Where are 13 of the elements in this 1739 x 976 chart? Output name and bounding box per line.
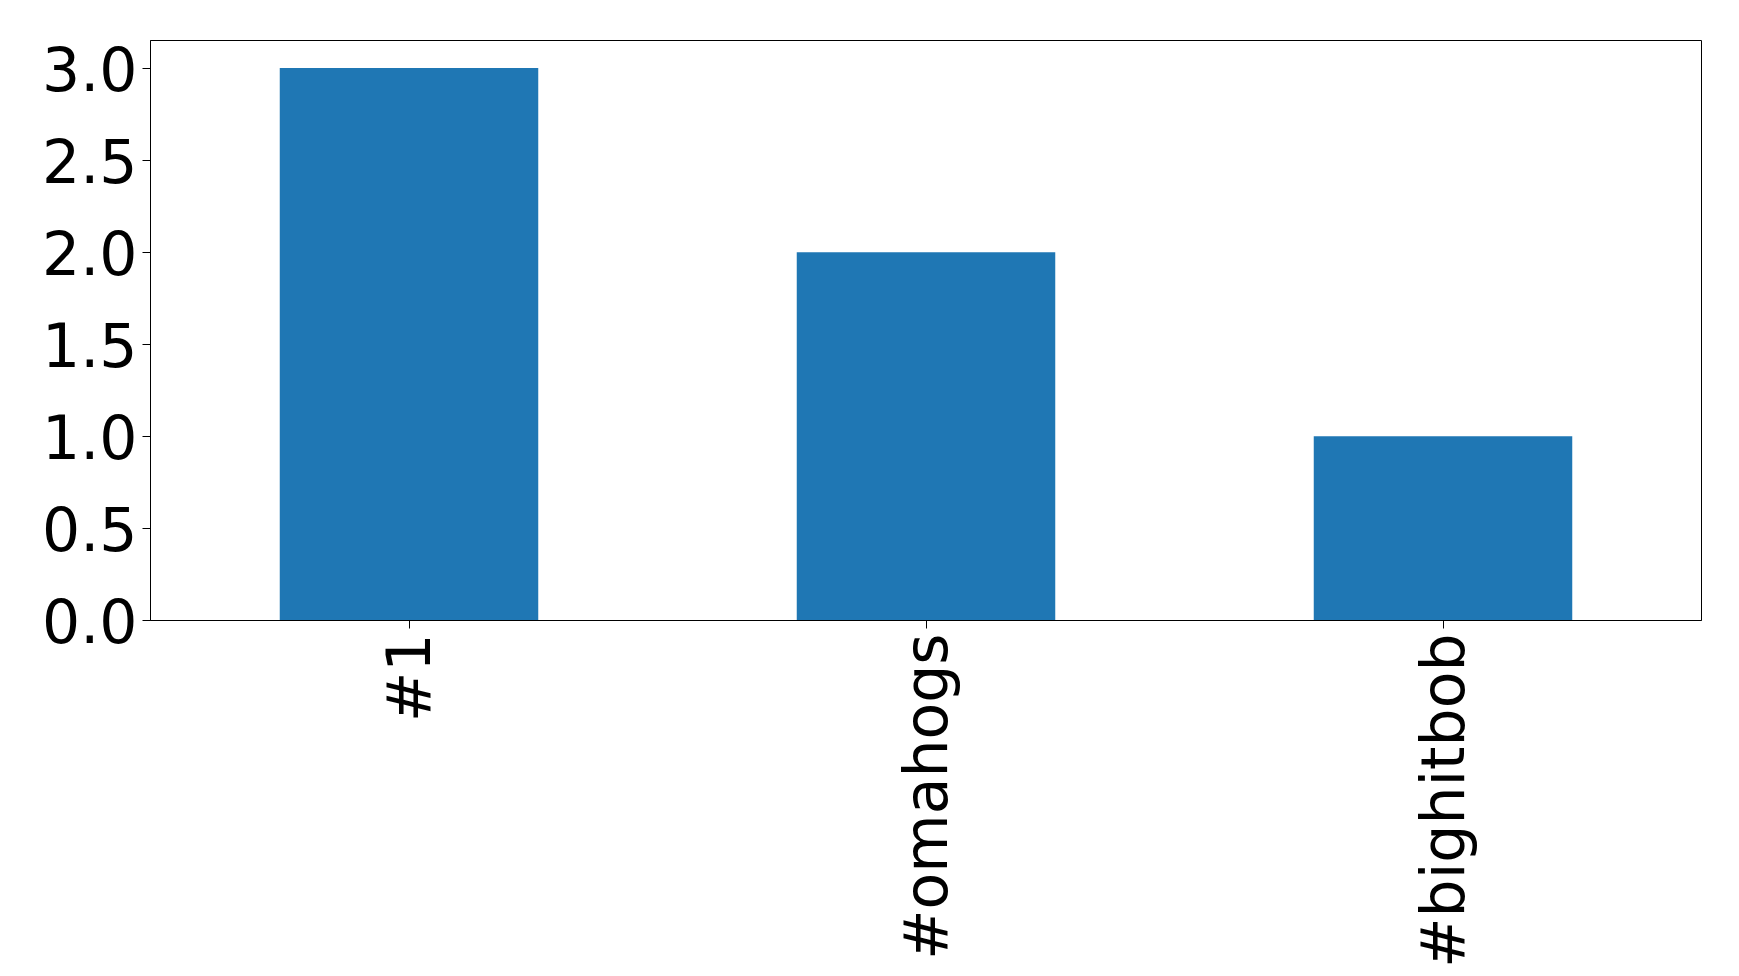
bar bbox=[796, 252, 1056, 621]
y-tick-label: 3.0 bbox=[42, 34, 138, 105]
y-tick-label: 2.5 bbox=[42, 126, 138, 197]
y-tick-label: 1.5 bbox=[42, 310, 138, 381]
y-tick-label: 0.0 bbox=[42, 587, 138, 657]
y-tick-label: 2.0 bbox=[42, 218, 138, 289]
x-tick-label: #1 bbox=[374, 633, 444, 722]
x-tick-label: #omahogs bbox=[891, 633, 961, 960]
y-tick-label: 1.0 bbox=[42, 402, 138, 473]
x-tick-label: #bighitbob bbox=[1408, 633, 1478, 968]
y-tick-label: 0.5 bbox=[42, 494, 138, 565]
bar bbox=[1313, 436, 1573, 621]
bar bbox=[279, 68, 539, 621]
